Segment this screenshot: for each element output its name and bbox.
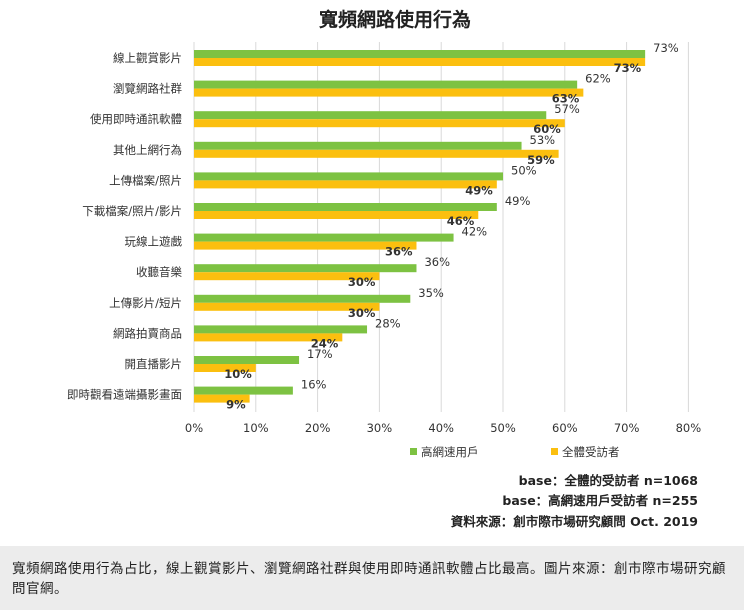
category-labels: 線上觀賞影片瀏覽網路社群使用即時通訊軟體其他上網行為上傳檔案/照片下載檔案/照片… bbox=[67, 51, 182, 402]
x-axis-ticks: 0% 10% 20% 30% 40% 50% 60% 70% 80% bbox=[185, 421, 701, 435]
bar-all-respondents bbox=[194, 211, 479, 219]
data-label-all-respondents: 59% bbox=[527, 153, 555, 167]
category-label: 開直播影片 bbox=[125, 357, 183, 371]
data-label-all-respondents: 30% bbox=[348, 306, 376, 320]
bar-high-speed bbox=[194, 356, 300, 364]
x-tick-label: 80% bbox=[676, 421, 702, 435]
bar-all-respondents bbox=[194, 149, 559, 158]
bar-high-speed bbox=[194, 172, 503, 181]
bars bbox=[194, 50, 646, 403]
chart: 寬頻網路使用行為 線上觀賞影片瀏覽網路社群使用即時通訊軟體其他上網行為上傳檔案/… bbox=[67, 8, 701, 529]
bar-all-respondents bbox=[194, 333, 343, 342]
category-label: 收聽音樂 bbox=[136, 265, 182, 279]
data-label-high-speed: 17% bbox=[307, 347, 333, 361]
data-label-high-speed: 16% bbox=[301, 378, 327, 392]
note-base-all: base：全體的受訪者 n=1068 bbox=[519, 473, 698, 488]
data-label-all-respondents: 49% bbox=[465, 183, 493, 197]
legend-label: 高網速用戶 bbox=[421, 445, 479, 459]
x-tick-label: 70% bbox=[614, 421, 640, 435]
data-label-all-respondents: 9% bbox=[226, 398, 246, 412]
bar-high-speed bbox=[194, 325, 368, 334]
note-base-high-speed: base：高網速用戶受訪者 n=255 bbox=[502, 493, 698, 508]
data-label-all-respondents: 10% bbox=[224, 367, 252, 381]
bar-high-speed bbox=[194, 386, 293, 395]
data-label-high-speed: 42% bbox=[462, 225, 488, 239]
bar-all-respondents bbox=[194, 364, 256, 372]
bar-high-speed bbox=[194, 264, 417, 273]
bar-all-respondents bbox=[194, 272, 380, 281]
legend-label: 全體受訪者 bbox=[562, 445, 620, 459]
category-label: 線上觀賞影片 bbox=[113, 51, 182, 65]
category-label: 網路拍賣商品 bbox=[113, 326, 182, 340]
legend-swatch bbox=[410, 448, 417, 455]
data-label-high-speed: 53% bbox=[530, 133, 556, 147]
data-label-high-speed: 50% bbox=[511, 163, 537, 177]
category-label: 玩線上遊戲 bbox=[125, 235, 183, 249]
x-tick-label: 20% bbox=[305, 421, 331, 435]
bar-all-respondents bbox=[194, 119, 565, 128]
data-label-high-speed: 35% bbox=[418, 286, 444, 300]
category-label: 使用即時通訊軟體 bbox=[90, 112, 182, 126]
data-label-high-speed: 62% bbox=[585, 72, 611, 86]
category-label: 瀏覽網路社群 bbox=[113, 82, 182, 96]
notes: base：全體的受訪者 n=1068 base：高網速用戶受訪者 n=255 資… bbox=[451, 473, 698, 529]
chart-title: 寬頻網路使用行為 bbox=[319, 8, 471, 31]
bar-all-respondents bbox=[194, 88, 584, 97]
bar-high-speed bbox=[194, 294, 411, 303]
data-label-all-respondents: 60% bbox=[533, 122, 561, 136]
x-tick-label: 10% bbox=[243, 421, 269, 435]
bar-all-respondents bbox=[194, 302, 380, 311]
data-label-high-speed: 49% bbox=[505, 194, 531, 208]
data-label-high-speed: 36% bbox=[424, 255, 450, 269]
image-caption: 寬頻網路使用行為占比，線上觀賞影片、瀏覽網路社群與使用即時通訊軟體占比最高。圖片… bbox=[0, 546, 744, 610]
bar-all-respondents bbox=[194, 241, 417, 250]
data-labels: 73%73%62%63%57%60%53%59%50%49%49%46%42%3… bbox=[224, 41, 679, 412]
bar-all-respondents bbox=[194, 394, 250, 403]
bar-high-speed bbox=[194, 111, 547, 120]
category-label: 其他上網行為 bbox=[113, 143, 182, 157]
x-tick-label: 0% bbox=[185, 421, 203, 435]
category-label: 即時觀看遠端攝影畫面 bbox=[67, 388, 182, 402]
legend-swatch bbox=[551, 448, 558, 455]
category-label: 上傳檔案/照片 bbox=[109, 173, 182, 187]
data-label-all-respondents: 46% bbox=[447, 214, 475, 228]
x-tick-label: 40% bbox=[428, 421, 454, 435]
category-label: 下載檔案/照片/影片 bbox=[82, 204, 182, 218]
x-tick-label: 30% bbox=[367, 421, 393, 435]
data-label-all-respondents: 73% bbox=[614, 61, 642, 75]
bar-high-speed bbox=[194, 203, 497, 211]
legend: 高網速用戶 全體受訪者 bbox=[410, 445, 620, 459]
x-tick-label: 50% bbox=[490, 421, 516, 435]
data-label-high-speed: 57% bbox=[554, 102, 580, 116]
x-tick-label: 60% bbox=[552, 421, 578, 435]
grid-lines bbox=[193, 42, 689, 412]
category-label: 上傳影片/短片 bbox=[109, 296, 182, 310]
data-label-high-speed: 73% bbox=[653, 41, 679, 55]
bar-high-speed bbox=[194, 80, 578, 89]
bar-high-speed bbox=[194, 233, 454, 242]
bar-high-speed bbox=[194, 50, 646, 58]
bar-all-respondents bbox=[194, 58, 646, 66]
bar-high-speed bbox=[194, 141, 522, 150]
data-label-all-respondents: 36% bbox=[385, 245, 413, 259]
data-label-all-respondents: 24% bbox=[311, 336, 339, 350]
note-source: 資料來源：創市際市場研究顧問 Oct. 2019 bbox=[451, 514, 698, 529]
data-label-all-respondents: 30% bbox=[348, 275, 376, 289]
data-label-all-respondents: 63% bbox=[552, 92, 580, 106]
data-label-high-speed: 28% bbox=[375, 316, 401, 330]
bar-all-respondents bbox=[194, 180, 497, 189]
